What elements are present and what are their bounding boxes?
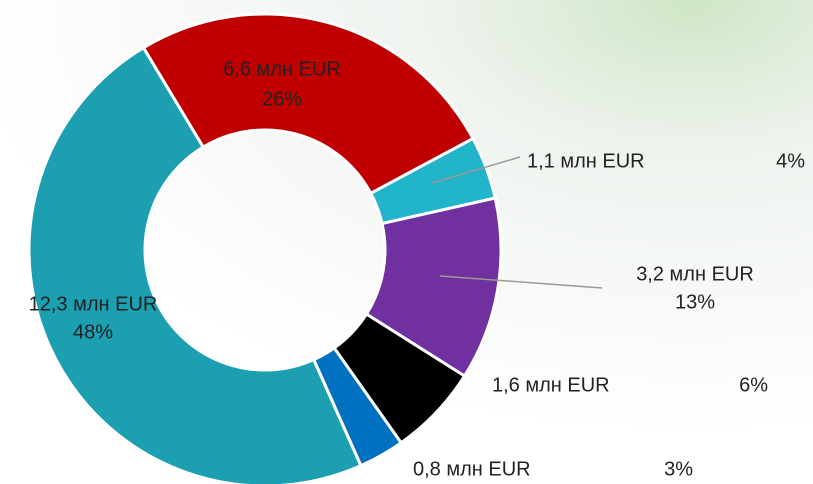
value-label: 3,2 млн EUR xyxy=(636,263,754,285)
value-label: 0,8 млн EUR xyxy=(413,458,531,480)
percent-label: 48% xyxy=(73,321,113,343)
percent-label: 3% xyxy=(664,458,693,480)
percent-label: 13% xyxy=(675,291,715,313)
percent-label: 26% xyxy=(262,88,302,110)
value-label: 1,1 млн EUR xyxy=(527,150,645,172)
leader-line xyxy=(431,156,521,184)
value-label: 12,3 млн EUR xyxy=(29,293,158,315)
slice xyxy=(27,45,363,484)
percent-label: 6% xyxy=(739,374,768,396)
slice xyxy=(141,12,476,196)
leader-line xyxy=(439,275,603,289)
percent-label: 4% xyxy=(776,150,805,172)
value-label: 6,6 млн EUR xyxy=(223,58,341,80)
value-label: 1,6 млн EUR xyxy=(492,374,610,396)
